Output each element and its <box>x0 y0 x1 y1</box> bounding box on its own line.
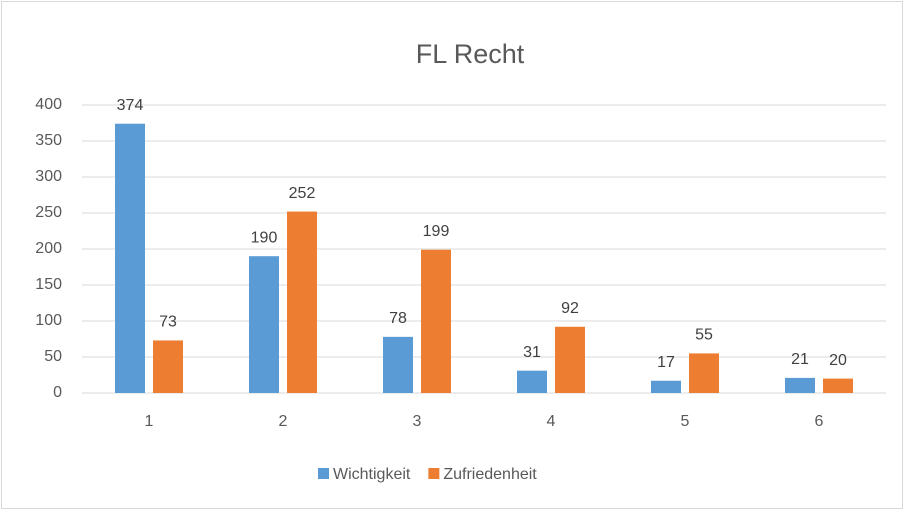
data-label: 55 <box>695 327 713 344</box>
bar <box>287 211 317 393</box>
y-tick-label: 250 <box>35 204 62 221</box>
data-label: 17 <box>657 354 675 371</box>
x-tick-label: 6 <box>815 413 824 430</box>
x-tick-label: 2 <box>279 413 288 430</box>
bar <box>689 353 719 393</box>
y-tick-label: 150 <box>35 276 62 293</box>
chart-title: FL Recht <box>416 39 525 69</box>
legend-swatch <box>428 468 440 479</box>
x-tick-label: 4 <box>547 413 556 430</box>
data-label: 73 <box>159 314 177 331</box>
y-tick-label: 300 <box>35 168 62 185</box>
data-label: 92 <box>561 300 579 317</box>
data-label: 31 <box>523 344 541 361</box>
y-tick-label: 200 <box>35 240 62 257</box>
x-tick-label: 1 <box>145 413 154 430</box>
x-tick-label: 5 <box>681 413 690 430</box>
y-tick-label: 100 <box>35 312 62 329</box>
data-label: 78 <box>389 310 407 327</box>
data-label: 252 <box>289 185 316 202</box>
bar <box>555 326 585 393</box>
data-label: 21 <box>791 351 809 368</box>
legend-swatch <box>318 468 329 479</box>
bar <box>517 370 547 393</box>
bar <box>785 377 815 393</box>
bar <box>421 249 451 393</box>
data-label: 199 <box>423 223 450 240</box>
bar <box>153 340 183 393</box>
y-tick-label: 0 <box>53 384 62 401</box>
data-label: 190 <box>251 229 278 246</box>
y-tick-label: 400 <box>35 96 62 113</box>
legend-label: Wichtigkeit <box>333 466 411 483</box>
bar <box>823 378 853 393</box>
bar <box>383 336 413 393</box>
x-tick-label: 3 <box>413 413 422 430</box>
legend-label: Zufriedenheit <box>443 466 537 483</box>
bar <box>651 380 681 393</box>
data-label: 374 <box>117 97 144 114</box>
y-tick-label: 350 <box>35 132 62 149</box>
y-tick-label: 50 <box>44 348 62 365</box>
bar <box>249 256 279 393</box>
bar <box>115 123 145 393</box>
data-label: 20 <box>829 352 847 369</box>
